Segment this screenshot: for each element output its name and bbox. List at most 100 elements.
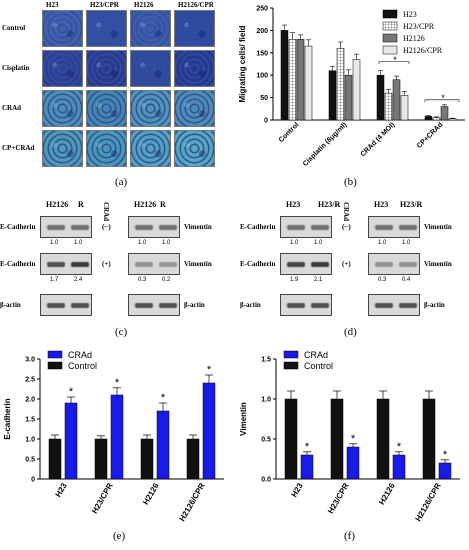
x-tick-label: H23 [54, 481, 69, 499]
blot-lane-header: H23/R [400, 200, 423, 209]
blot-row-label: E-Cadherin [240, 223, 276, 231]
legend-label: H2126 [403, 34, 425, 43]
panel-c-western-blot: H2126 R H2126 R CRAd E-Cadherin Vimentin (−) 1.0… [0, 198, 232, 333]
panel-a-label: (a) [115, 176, 128, 188]
densitometry-value: 0.3 [138, 277, 147, 283]
blot-lane-header: H23 [374, 200, 389, 209]
legend-label: H23/CPR [403, 22, 435, 31]
micrograph-image [42, 130, 83, 167]
bar [304, 45, 313, 121]
densitometry-value: 1.0 [402, 240, 411, 246]
densitometry-value: 1.0 [50, 240, 59, 246]
blot-strip [128, 216, 180, 238]
micrograph-column-header: H23 [46, 1, 59, 9]
densitometry-value: 1.0 [378, 240, 387, 246]
bar [328, 70, 337, 121]
significance-star: * [207, 364, 212, 376]
y-tick-label: 0.5 [261, 437, 271, 444]
panel-f-label: (f) [344, 530, 355, 542]
bar [422, 398, 436, 480]
legend-swatch [283, 361, 299, 370]
micrograph-image [174, 50, 215, 87]
protein-band [47, 303, 65, 308]
x-tick-label: H23/CPR [90, 481, 115, 515]
protein-band [287, 303, 305, 308]
micrograph-image [130, 10, 171, 47]
densitometry-value: 2.4 [74, 277, 83, 283]
densitometry-value: 1.9 [290, 277, 299, 283]
x-tick-label: H2126/CPR [178, 481, 207, 523]
crad-label: CRAd [342, 202, 350, 222]
micrograph-column-header: H2126/CPR [178, 1, 214, 9]
x-tick-label: Cisplatin (8μg/ml) [302, 121, 348, 167]
densitometry-value: 1.7 [50, 277, 59, 283]
bar [336, 48, 345, 121]
panel-c-label: (c) [115, 326, 128, 338]
legend-label: H23 [403, 10, 417, 19]
legend-swatch [382, 9, 398, 19]
y-axis-label: E-cadherin [3, 398, 12, 439]
bar [392, 454, 406, 480]
micrograph-image [130, 50, 171, 87]
significance-bracket [378, 61, 410, 64]
blot-strip [280, 253, 332, 275]
bar [156, 410, 170, 480]
bar [440, 106, 449, 121]
significance-star: * [441, 93, 445, 103]
x-tick-label: H23/CPR [326, 481, 351, 515]
panel-a-microscopy: H23 H23/CPR H2126 H2126/CPR Control Cisplatin… [0, 0, 235, 180]
panel-b-label: (b) [344, 176, 357, 188]
y-tick-label: 3.0 [25, 357, 35, 364]
blot-strip [368, 294, 420, 316]
protein-band [135, 225, 153, 230]
micrograph-image [86, 10, 127, 47]
blot-strip [128, 294, 180, 316]
bar [186, 438, 200, 480]
blot-strip [368, 216, 420, 238]
blot-strip [40, 253, 92, 275]
legend-label: CRAd [304, 350, 328, 360]
significance-star: * [161, 392, 166, 404]
protein-band [71, 262, 89, 267]
significance-star: * [115, 377, 120, 389]
bar [48, 438, 62, 480]
significance-star: * [393, 55, 397, 65]
bar [330, 398, 344, 480]
y-tick-label: 50 [260, 95, 268, 102]
y-tick-label: 0.5 [25, 457, 35, 464]
protein-band [47, 225, 65, 230]
bar [280, 30, 289, 121]
blot-row-label: β-actin [424, 301, 445, 309]
protein-band [135, 303, 153, 308]
micrograph-image [42, 10, 83, 47]
densitometry-value: 1.0 [314, 240, 323, 246]
y-axis-label: Migrating cells/ field [238, 25, 247, 102]
y-tick-label: 2.0 [25, 397, 35, 404]
blot-row-label: Vimentin [184, 260, 212, 268]
y-tick-label: 1.0 [25, 437, 35, 444]
significance-star: * [397, 441, 402, 453]
y-tick-label: 1.5 [25, 417, 35, 424]
crad-sign: (+) [102, 260, 111, 268]
blot-row-label: β-actin [184, 301, 205, 309]
bar [288, 39, 297, 121]
panel-e-label: (e) [113, 530, 126, 542]
densitometry-value: 0.2 [162, 277, 171, 283]
blot-strip [128, 253, 180, 275]
y-axis-label: Vimentin [239, 402, 248, 436]
bar [384, 92, 393, 121]
panel-b-chart: 0 50 100 150 200 250 Migrating cells/ field Con… [238, 6, 465, 168]
legend-label: Control [68, 361, 97, 371]
protein-band [399, 262, 417, 267]
protein-band [287, 262, 305, 267]
y-tick-label: 1.5 [261, 357, 271, 364]
panel-f-chart: 0.0 0.5 1.0 1.5 Vimentin * H23 * H23/CPR * H2126 * H… [239, 350, 460, 523]
x-tick-label: CP+CRAd [416, 121, 444, 149]
legend-swatch [382, 21, 398, 31]
crad-sign: (−) [102, 223, 111, 231]
y-tick-label: 0 [31, 477, 35, 484]
densitometry-value: 1.0 [162, 240, 171, 246]
micrograph-image [130, 90, 171, 127]
blot-row-label: E-Cadherin [0, 223, 36, 231]
bar [110, 394, 124, 480]
